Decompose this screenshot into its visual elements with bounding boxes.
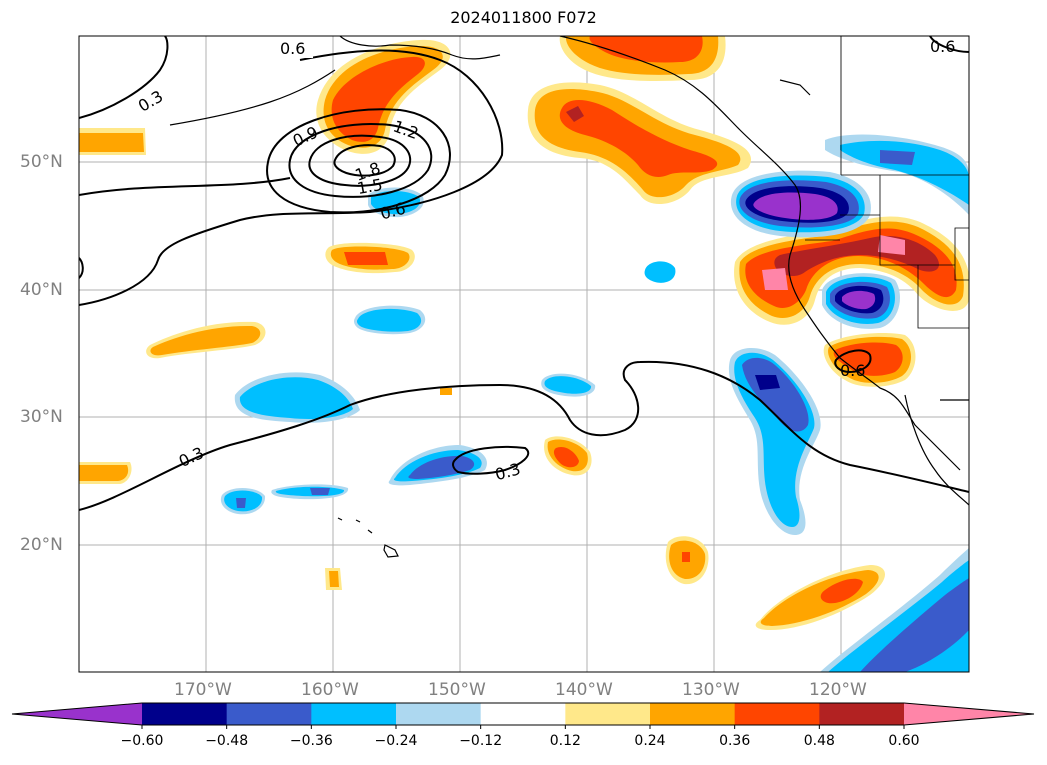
boundaries — [805, 36, 969, 329]
positive-anomalies — [79, 36, 969, 630]
lon-label-120w: 120°W — [809, 680, 867, 700]
lon-label-170w: 170°W — [174, 680, 232, 700]
contour-label: 1.5 — [356, 175, 384, 198]
map-content — [79, 36, 969, 672]
contour-label: 0.6 — [930, 37, 955, 56]
colorbar-tick-label: −0.24 — [374, 733, 418, 749]
contour-label: 0.6 — [840, 361, 865, 380]
colorbar — [11, 702, 1035, 729]
lon-label-140w: 140°W — [555, 680, 613, 700]
colorbar-tick-label: 0.12 — [549, 733, 581, 749]
colorbar-tick-label: 0.24 — [634, 733, 666, 749]
lon-label-130w: 130°W — [682, 680, 740, 700]
colorbar-tick-label: 0.36 — [719, 733, 751, 749]
colorbar-swatch — [396, 703, 482, 725]
colorbar-tick-label: −0.12 — [459, 733, 503, 749]
colorbar-tick-label: 0.60 — [888, 733, 920, 749]
colorbar-swatch — [480, 703, 566, 725]
colorbar-extend-low — [12, 703, 142, 725]
colorbar-tick-label: 0.48 — [803, 733, 835, 749]
lon-label-150w: 150°W — [428, 680, 486, 700]
colorbar-swatch — [650, 703, 736, 725]
lat-label-30n: 30°N — [20, 407, 63, 427]
colorbar-tick-label: −0.48 — [205, 733, 249, 749]
lat-label-40n: 40°N — [20, 280, 63, 300]
colorbar-swatch — [226, 703, 312, 725]
contour-label: 0.6 — [280, 39, 305, 58]
colorbar-tick-label: −0.60 — [120, 733, 164, 749]
colorbar-tick-label: −0.36 — [289, 733, 333, 749]
lat-label-50n: 50°N — [20, 152, 63, 172]
colorbar-swatch — [819, 703, 905, 725]
colorbar-extend-high — [904, 703, 1034, 725]
colorbar-swatch — [311, 703, 397, 725]
colorbar-swatch — [565, 703, 651, 725]
lat-label-20n: 20°N — [20, 535, 63, 555]
map-title: 2024011800 F072 — [450, 8, 597, 27]
colorbar-swatch — [142, 703, 228, 725]
lon-label-160w: 160°W — [301, 680, 359, 700]
contours — [79, 36, 969, 511]
colorbar-swatch — [734, 703, 820, 725]
map-frame — [78, 35, 970, 673]
coastlines — [169, 36, 969, 558]
